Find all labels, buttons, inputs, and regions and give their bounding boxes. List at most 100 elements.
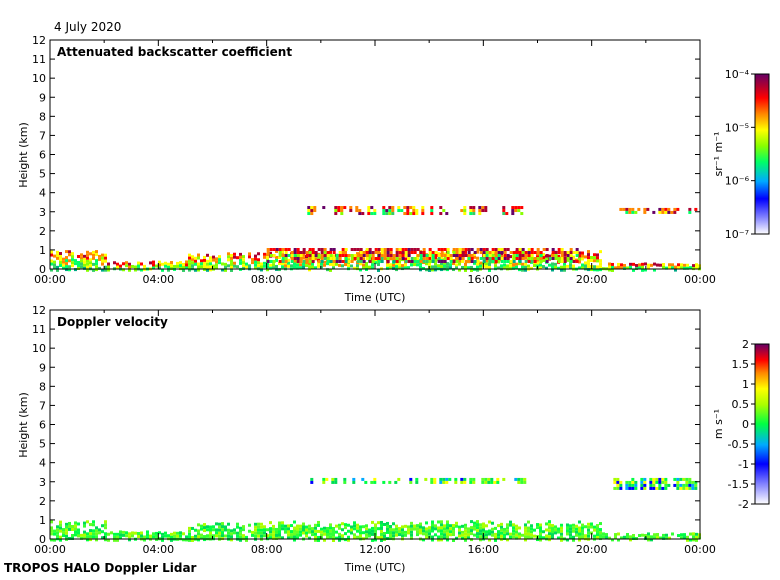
heatmap-cell [293, 520, 296, 524]
heatmap-cell [517, 480, 521, 484]
heatmap-cell [377, 248, 381, 252]
heatmap-cell [560, 538, 563, 542]
heatmap-cell [395, 260, 399, 264]
heatmap-cell [302, 248, 306, 252]
heatmap-cell [362, 257, 365, 261]
heatmap-cell [287, 533, 290, 537]
heatmap-cell [695, 263, 698, 267]
heatmap-cell [446, 526, 449, 530]
heatmap-cell [686, 263, 689, 267]
heatmap-cell [442, 209, 446, 213]
heatmap-cell [497, 536, 500, 540]
heatmap-cell [512, 529, 515, 533]
heatmap-cell [410, 527, 413, 531]
heatmap-cell [398, 266, 401, 270]
heatmap-cell [455, 521, 458, 525]
heatmap-cell [83, 263, 86, 267]
heatmap-cell [440, 254, 444, 258]
heatmap-cell [695, 266, 698, 270]
heatmap-cell [440, 265, 443, 269]
heatmap-cell [338, 535, 341, 539]
heatmap-cell [410, 521, 413, 525]
heatmap-cell [206, 253, 209, 257]
heatmap-cell [191, 264, 194, 268]
heatmap-cell [643, 486, 647, 490]
heatmap-cell [530, 248, 534, 252]
heatmap-cell [311, 257, 315, 261]
heatmap-cell [587, 253, 590, 257]
heatmap-cell [434, 259, 437, 263]
heatmap-cell [335, 530, 338, 534]
heatmap-cell [506, 260, 510, 264]
heatmap-cell [326, 533, 329, 537]
heatmap-cell [676, 477, 680, 481]
x-tick-label: 08:00 [251, 543, 283, 556]
heatmap-cell [446, 535, 449, 539]
heatmap-cell [464, 268, 467, 272]
heatmap-cell [299, 524, 302, 528]
heatmap-cell [230, 532, 233, 536]
heatmap-cell [446, 251, 450, 255]
heatmap-cell [194, 256, 197, 260]
heatmap-cell [386, 266, 389, 270]
heatmap-cell [74, 259, 77, 263]
heatmap-cell [320, 530, 323, 534]
heatmap-cell [305, 264, 308, 268]
heatmap-cell [266, 268, 269, 272]
heatmap-cell [353, 536, 356, 540]
heatmap-cell [389, 531, 392, 535]
heatmap-cell [338, 263, 341, 267]
heatmap-cell [320, 254, 324, 258]
heatmap-cell [377, 254, 381, 258]
heatmap-cell [647, 263, 650, 267]
heatmap-cell [116, 532, 119, 536]
heatmap-cell [497, 260, 500, 264]
heatmap-cell [395, 262, 398, 266]
heatmap-cell [215, 260, 218, 264]
heatmap-cell [476, 523, 479, 527]
heatmap-cell [430, 212, 434, 216]
heatmap-cell [503, 254, 507, 258]
heatmap-cell [355, 209, 359, 213]
heatmap-cell [326, 257, 330, 261]
heatmap-cell [215, 528, 218, 532]
heatmap-cell [605, 536, 608, 540]
heatmap-cell [677, 263, 680, 267]
heatmap-cell [391, 212, 395, 216]
heatmap-cell [476, 526, 479, 530]
heatmap-cell [533, 264, 536, 268]
heatmap-cell [287, 261, 290, 265]
heatmap-cell [167, 534, 170, 538]
heatmap-cell [470, 265, 473, 269]
heatmap-cell [425, 254, 429, 258]
heatmap-cell [361, 212, 365, 216]
heatmap-cell [506, 529, 509, 533]
heatmap-cell [617, 532, 620, 536]
heatmap-cell [401, 254, 405, 258]
heatmap-cell [191, 255, 194, 259]
heatmap-cell [530, 536, 533, 540]
heatmap-cell [500, 531, 503, 535]
heatmap-cell [272, 533, 275, 537]
heatmap-cell [488, 260, 492, 264]
heatmap-cell [329, 248, 333, 252]
heatmap-cell [155, 264, 158, 268]
heatmap-cell [524, 532, 527, 536]
date-label: 4 July 2020 [54, 20, 122, 34]
heatmap-cell [694, 486, 698, 490]
heatmap-cell [536, 251, 540, 255]
heatmap-cell [443, 260, 447, 264]
heatmap-cell [287, 524, 290, 528]
heatmap-cell [557, 248, 561, 252]
heatmap-cell [575, 530, 578, 534]
heatmap-cell [266, 528, 269, 532]
heatmap-cell [520, 477, 524, 481]
y-tick-label: 11 [32, 53, 46, 66]
heatmap-cell [491, 533, 494, 537]
heatmap-cell [545, 248, 549, 252]
heatmap-cell [263, 525, 266, 529]
heatmap-cell [338, 251, 342, 255]
heatmap-cell [446, 520, 449, 524]
heatmap-cell [458, 525, 461, 529]
heatmap-cell [281, 248, 285, 252]
